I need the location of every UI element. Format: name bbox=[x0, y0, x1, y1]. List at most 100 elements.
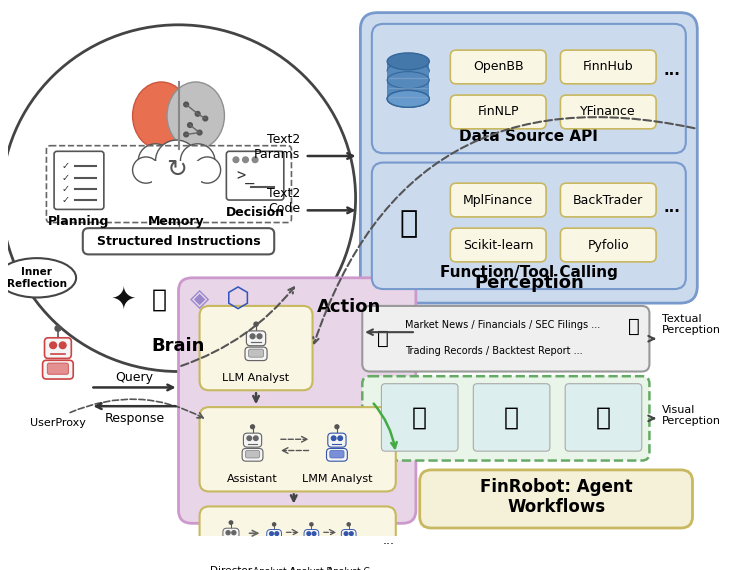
FancyBboxPatch shape bbox=[330, 450, 344, 458]
Circle shape bbox=[188, 123, 192, 128]
Text: Market News / Financials / SEC Filings ...: Market News / Financials / SEC Filings .… bbox=[406, 320, 601, 329]
FancyBboxPatch shape bbox=[54, 151, 104, 209]
Circle shape bbox=[156, 140, 197, 181]
Circle shape bbox=[183, 102, 189, 107]
Circle shape bbox=[312, 532, 316, 535]
Bar bbox=[387, 62, 429, 99]
FancyBboxPatch shape bbox=[242, 449, 263, 461]
Circle shape bbox=[232, 531, 236, 535]
FancyBboxPatch shape bbox=[246, 331, 265, 346]
FancyBboxPatch shape bbox=[265, 542, 283, 552]
Text: ⬡: ⬡ bbox=[226, 286, 250, 314]
Bar bbox=[387, 71, 429, 99]
Text: Analyst B: Analyst B bbox=[290, 567, 333, 570]
Text: Response: Response bbox=[105, 412, 164, 425]
Text: ✓: ✓ bbox=[61, 173, 70, 182]
Circle shape bbox=[243, 157, 249, 162]
FancyBboxPatch shape bbox=[450, 183, 546, 217]
Circle shape bbox=[252, 157, 258, 162]
Text: ◈: ◈ bbox=[190, 287, 209, 311]
FancyBboxPatch shape bbox=[249, 349, 264, 357]
Circle shape bbox=[50, 342, 56, 349]
FancyBboxPatch shape bbox=[561, 50, 656, 84]
FancyBboxPatch shape bbox=[341, 530, 356, 541]
Text: Planning: Planning bbox=[48, 215, 110, 228]
FancyBboxPatch shape bbox=[450, 95, 546, 129]
FancyBboxPatch shape bbox=[372, 162, 686, 289]
Ellipse shape bbox=[387, 62, 429, 79]
FancyBboxPatch shape bbox=[303, 542, 320, 552]
Ellipse shape bbox=[132, 82, 190, 149]
Text: Trading Records / Backtest Report ...: Trading Records / Backtest Report ... bbox=[406, 346, 583, 356]
Text: ...: ... bbox=[382, 534, 394, 547]
Text: Text2
Params: Text2 Params bbox=[254, 133, 300, 161]
FancyBboxPatch shape bbox=[178, 278, 416, 523]
FancyBboxPatch shape bbox=[304, 530, 319, 541]
Text: FinNLP: FinNLP bbox=[477, 105, 519, 119]
FancyBboxPatch shape bbox=[42, 360, 73, 379]
FancyBboxPatch shape bbox=[561, 183, 656, 217]
FancyBboxPatch shape bbox=[382, 384, 458, 451]
Text: Analyst A: Analyst A bbox=[253, 567, 295, 570]
FancyBboxPatch shape bbox=[268, 543, 280, 549]
Text: ...: ... bbox=[664, 200, 681, 215]
Circle shape bbox=[233, 157, 239, 162]
Bar bbox=[152, 161, 202, 184]
Circle shape bbox=[251, 425, 254, 429]
Circle shape bbox=[347, 523, 350, 526]
Text: 📄: 📄 bbox=[377, 329, 389, 348]
Circle shape bbox=[273, 523, 276, 526]
Ellipse shape bbox=[387, 72, 429, 88]
Circle shape bbox=[349, 532, 353, 535]
Circle shape bbox=[183, 132, 189, 137]
FancyBboxPatch shape bbox=[420, 470, 692, 528]
Circle shape bbox=[181, 144, 215, 177]
FancyBboxPatch shape bbox=[327, 433, 346, 447]
Ellipse shape bbox=[387, 91, 429, 107]
FancyBboxPatch shape bbox=[223, 528, 239, 540]
Circle shape bbox=[257, 334, 262, 339]
FancyBboxPatch shape bbox=[83, 228, 274, 254]
Text: ...: ... bbox=[664, 63, 681, 78]
Text: Query: Query bbox=[115, 370, 154, 384]
Text: MplFinance: MplFinance bbox=[463, 194, 533, 206]
FancyBboxPatch shape bbox=[243, 433, 262, 447]
Circle shape bbox=[331, 436, 336, 441]
FancyBboxPatch shape bbox=[363, 376, 649, 461]
Circle shape bbox=[203, 116, 208, 121]
Text: UserProxy: UserProxy bbox=[30, 418, 86, 429]
Circle shape bbox=[250, 334, 255, 339]
Circle shape bbox=[55, 325, 61, 331]
Text: YFinance: YFinance bbox=[580, 105, 636, 119]
Circle shape bbox=[195, 112, 200, 116]
FancyBboxPatch shape bbox=[450, 228, 546, 262]
FancyBboxPatch shape bbox=[363, 306, 649, 372]
Circle shape bbox=[310, 523, 313, 526]
FancyBboxPatch shape bbox=[561, 228, 656, 262]
Text: 🦙: 🦙 bbox=[152, 287, 167, 311]
Text: Brain: Brain bbox=[152, 337, 205, 355]
Circle shape bbox=[270, 532, 273, 535]
Text: Assistant: Assistant bbox=[227, 474, 278, 484]
Circle shape bbox=[138, 144, 173, 177]
Text: Perception: Perception bbox=[474, 274, 583, 292]
Text: ✦: ✦ bbox=[110, 285, 136, 314]
FancyBboxPatch shape bbox=[327, 449, 347, 461]
FancyBboxPatch shape bbox=[306, 543, 317, 549]
Circle shape bbox=[226, 531, 230, 535]
Ellipse shape bbox=[0, 258, 76, 298]
Circle shape bbox=[59, 342, 66, 349]
Ellipse shape bbox=[387, 53, 429, 70]
Circle shape bbox=[254, 322, 258, 326]
Text: 🐍: 🐍 bbox=[399, 209, 417, 238]
FancyBboxPatch shape bbox=[200, 306, 313, 390]
Text: FinnHub: FinnHub bbox=[583, 60, 634, 74]
FancyBboxPatch shape bbox=[224, 543, 238, 550]
Text: Action: Action bbox=[317, 299, 382, 316]
Circle shape bbox=[275, 532, 279, 535]
Text: LLM Analyst: LLM Analyst bbox=[222, 373, 289, 383]
Text: Decision: Decision bbox=[226, 206, 284, 219]
FancyBboxPatch shape bbox=[565, 384, 642, 451]
Text: Visual
Perception: Visual Perception bbox=[662, 405, 721, 426]
Circle shape bbox=[230, 521, 232, 524]
